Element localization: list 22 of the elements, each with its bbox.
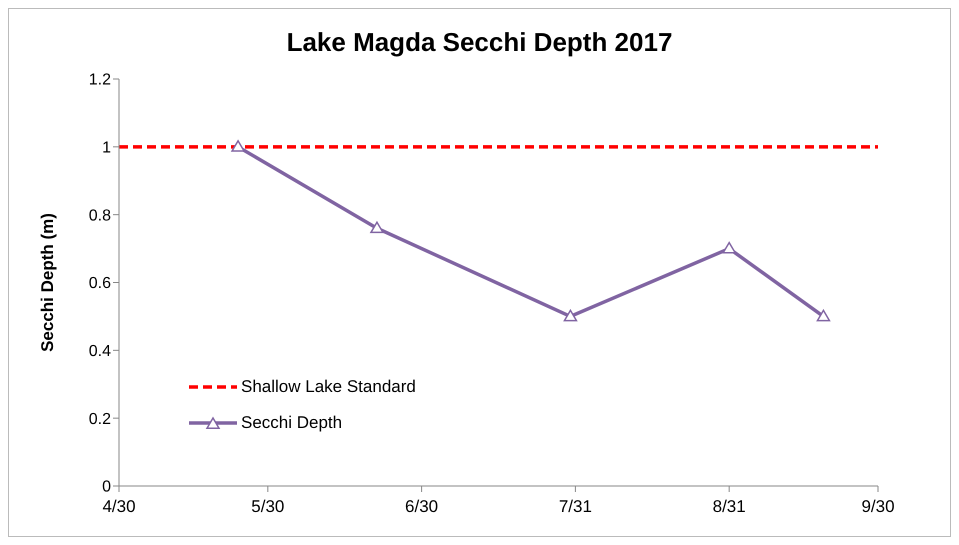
- x-tick-label: 4/30: [102, 497, 136, 516]
- y-tick-label: 0.4: [88, 343, 112, 360]
- legend-label: Secchi Depth: [241, 413, 342, 433]
- point: [564, 310, 578, 322]
- x-tick-label: 7/31: [558, 497, 592, 516]
- legend-label: Shallow Lake Standard: [241, 377, 416, 397]
- y-tick-label: 0: [102, 478, 112, 496]
- chart-title: Lake Magda Secchi Depth 2017: [286, 26, 674, 59]
- point: [722, 242, 736, 254]
- y-axis-title: Secchi Depth (m): [38, 213, 58, 352]
- y-tick-label: 1.2: [88, 72, 112, 89]
- point: [370, 221, 384, 234]
- point: [231, 140, 245, 152]
- y-tick-label: 1: [102, 140, 112, 157]
- x-tick-label: 9/30: [861, 497, 895, 516]
- x-tick-label: 5/30: [251, 497, 284, 516]
- y-tick-label: 0.8: [88, 207, 112, 224]
- x-tick-label: 8/31: [712, 497, 746, 516]
- y-tick-label: 0.2: [88, 410, 112, 428]
- point: [816, 310, 830, 322]
- y-tick-label: 0.6: [88, 275, 112, 292]
- x-tick-label: 6/30: [405, 497, 438, 516]
